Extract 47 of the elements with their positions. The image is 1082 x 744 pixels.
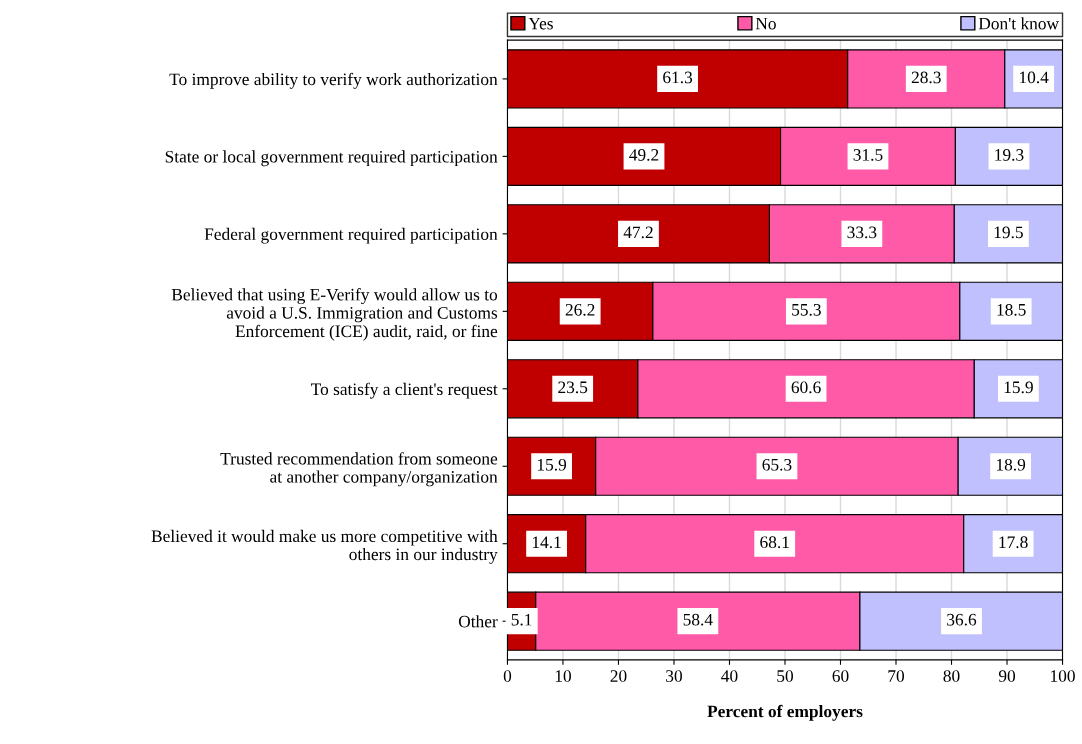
data-label: 15.9 <box>1004 381 1033 394</box>
data-label: 47.2 <box>623 226 653 239</box>
data-label: 5.1 <box>511 613 532 626</box>
data-label: 19.3 <box>995 149 1024 161</box>
data-label: 10.4 <box>1020 71 1049 84</box>
data-label: 65.3 <box>762 458 792 471</box>
data-label: 19.5 <box>994 226 1023 239</box>
y-tick-label: Trusted recommendation from someone at another company/organization <box>220 452 498 487</box>
y-tick-label: Federal government required participation <box>204 227 498 244</box>
x-tick-label: 90 <box>998 670 1016 682</box>
x-tick-label: 0 <box>503 670 512 682</box>
data-label: 18.5 <box>997 303 1026 316</box>
data-label: 23.5 <box>558 381 588 394</box>
legend-label: No <box>755 17 776 30</box>
data-label: 55.3 <box>792 304 821 316</box>
data-label: 58.4 <box>683 613 713 626</box>
x-tick-label: 60 <box>832 670 849 682</box>
data-label: 18.9 <box>996 458 1026 471</box>
y-tick-label: Other <box>458 615 498 628</box>
y-tick-label: Believed that using E-Verify would allow us to avoid a U.S. Immigration and Customs Enforcement (ICE) audit, raid, or fine <box>171 288 498 341</box>
x-tick-label: 20 <box>610 670 627 682</box>
data-label: 17.8 <box>999 536 1028 549</box>
x-tick-label: 10 <box>555 670 571 682</box>
data-label: 60.6 <box>791 381 821 394</box>
x-tick-label: 40 <box>721 670 738 682</box>
data-label: 68.1 <box>760 536 789 549</box>
data-label: 31.5 <box>853 149 883 161</box>
x-axis-title: Percent of employers <box>707 704 863 721</box>
x-tick-label: 50 <box>777 670 794 682</box>
x-tick-label: 70 <box>888 670 905 682</box>
y-tick-label: State or local government required participation <box>165 150 498 167</box>
data-label: 15.9 <box>537 458 567 471</box>
legend-label: Yes <box>528 17 553 30</box>
y-tick-label: To improve ability to verify work authorization <box>169 72 498 89</box>
x-tick-label: 100 <box>1051 670 1075 682</box>
data-label: 33.3 <box>847 226 877 239</box>
y-tick-label: Believed it would make us more competitive with others in our industry <box>151 529 498 564</box>
data-label: 26.2 <box>565 304 595 316</box>
legend-label: Don't know <box>978 17 1059 30</box>
data-label: 14.1 <box>532 536 561 549</box>
x-tick-label: 80 <box>943 670 960 682</box>
x-tick-label: 30 <box>666 670 682 682</box>
data-label: 61.3 <box>663 71 693 84</box>
data-label: 28.3 <box>911 71 941 84</box>
y-tick-label: To satisfy a client's request <box>311 382 498 399</box>
data-label: 36.6 <box>947 613 977 626</box>
data-label: 49.2 <box>629 149 659 161</box>
